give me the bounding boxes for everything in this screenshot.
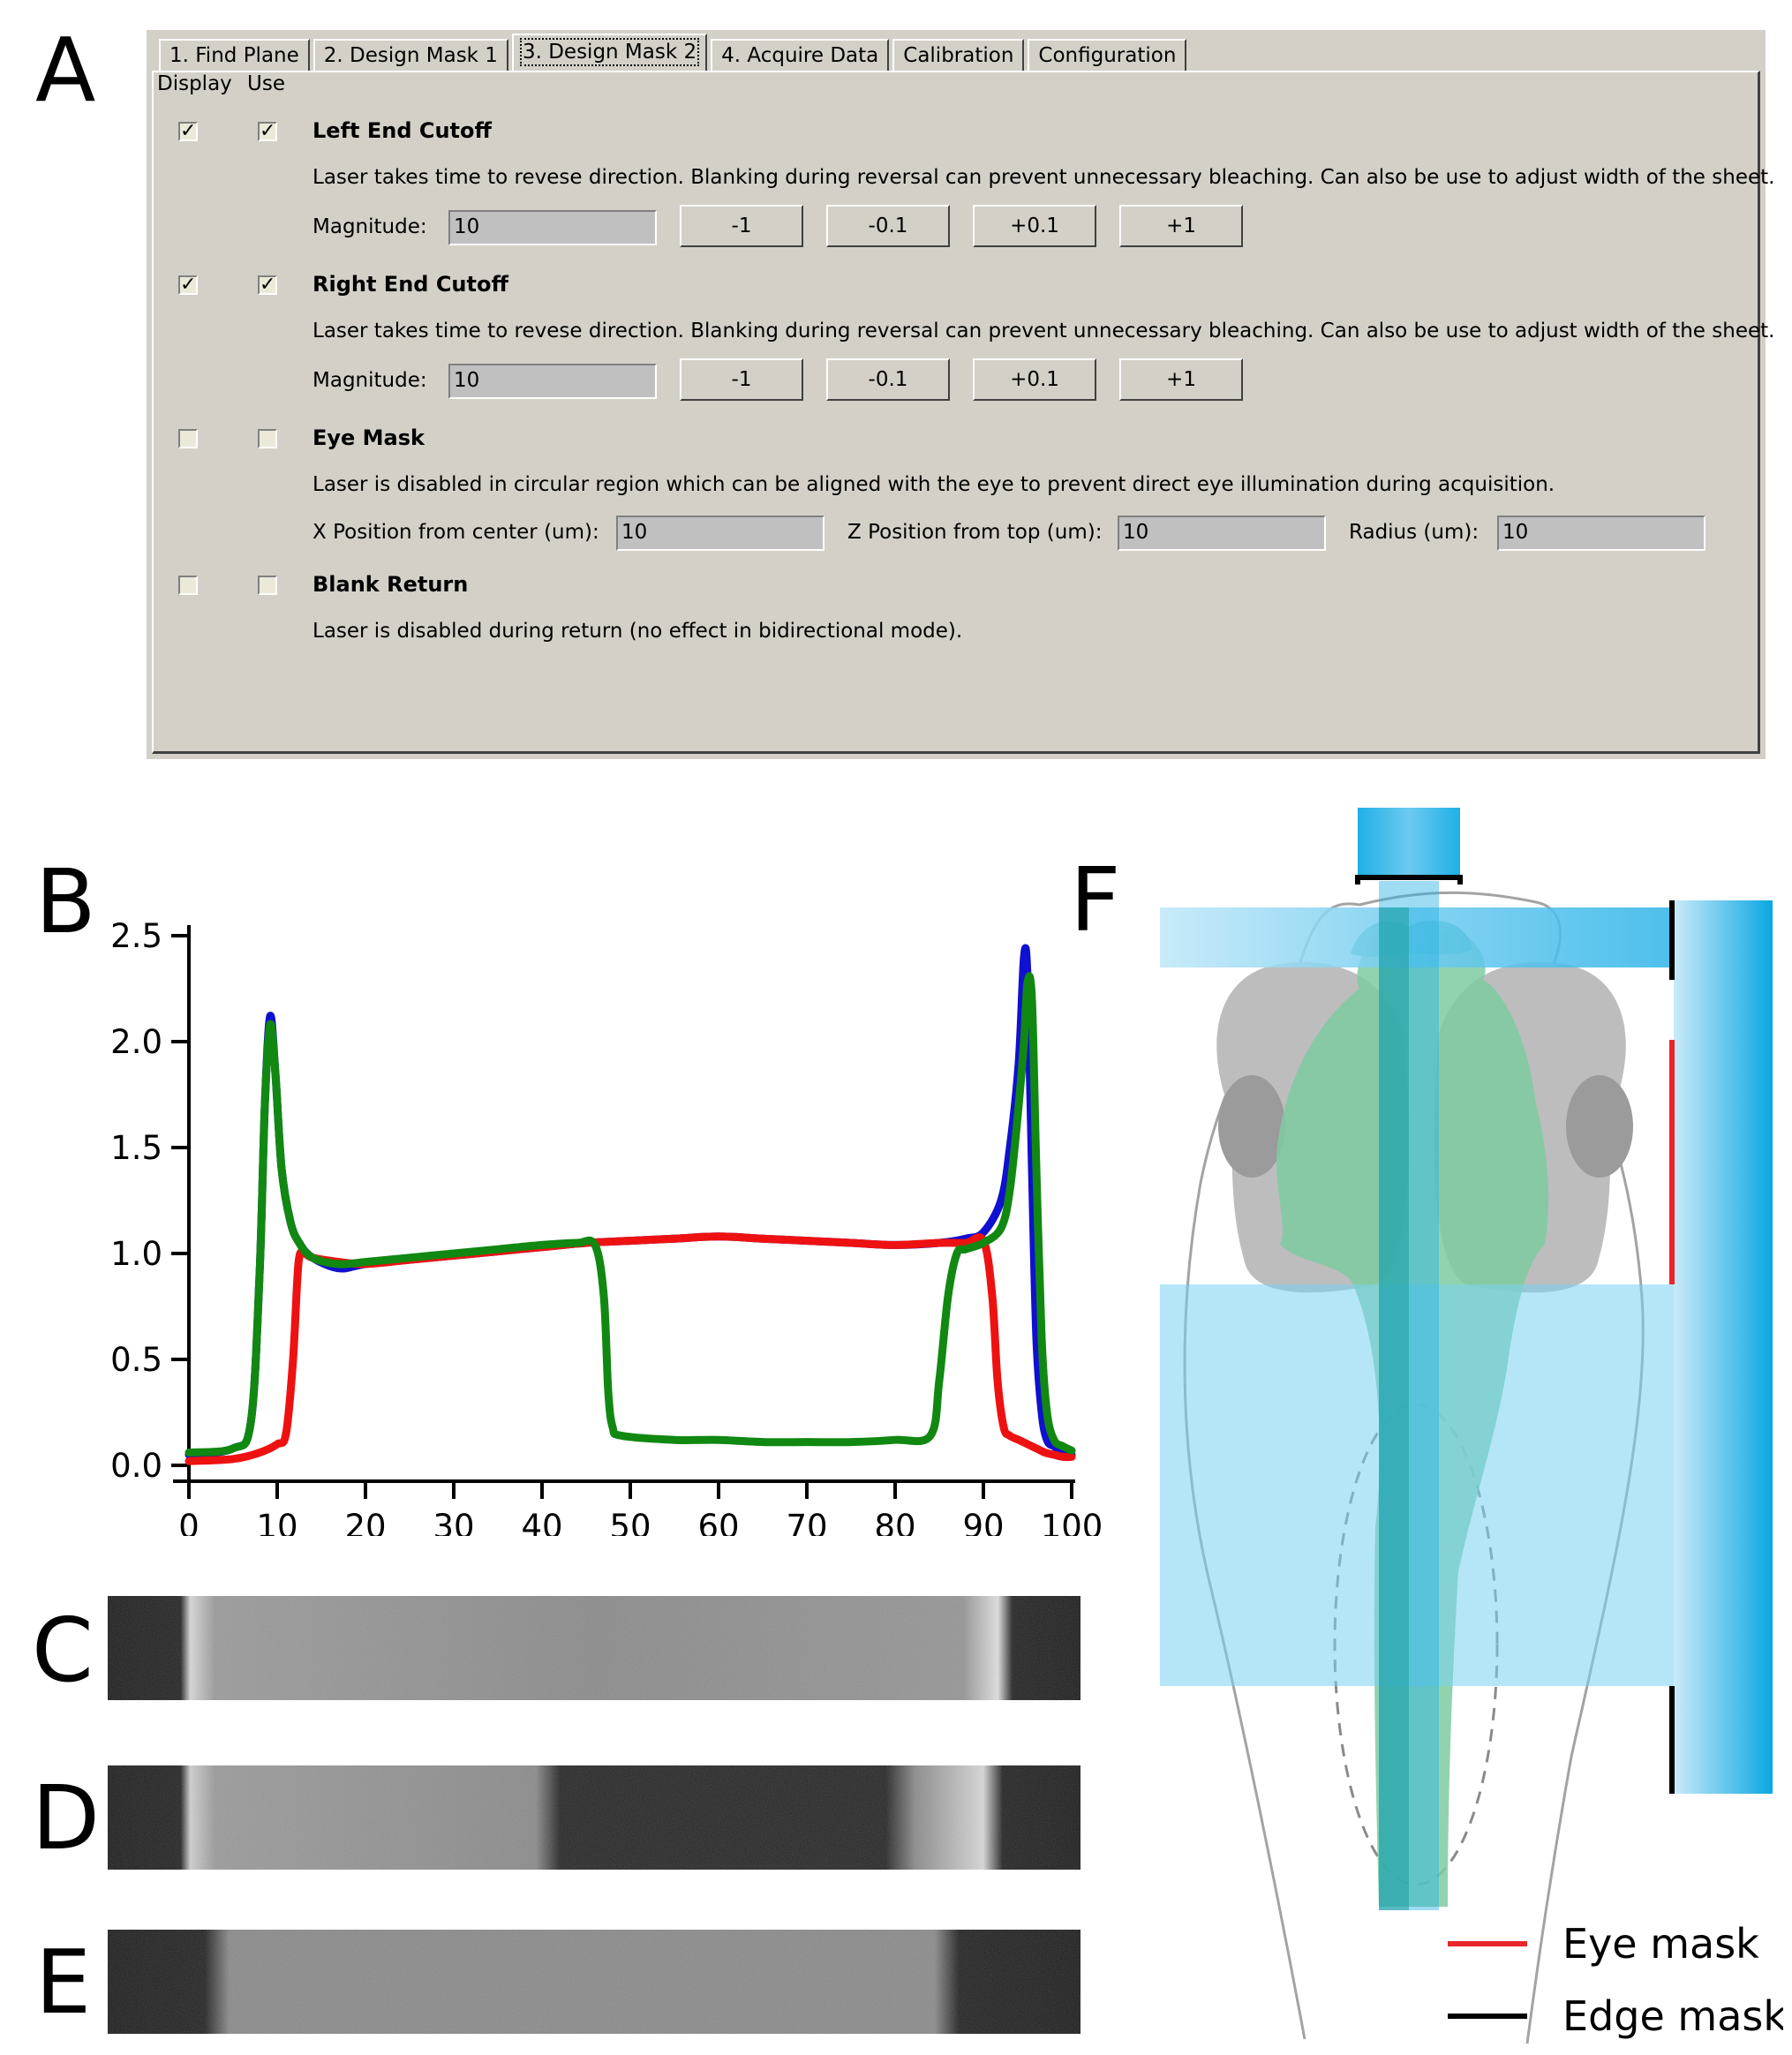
x-tick-label: 50 [609, 1508, 651, 1536]
display-column-header: Display [157, 72, 232, 95]
left-cutoff-description: Laser takes time to revese direction. Bl… [312, 166, 1775, 189]
legend-edge-mask-label: Edge mask [1562, 1992, 1783, 2040]
y-tick-label: 1.5 [110, 1129, 162, 1167]
illumination-image-e [108, 1930, 1080, 2034]
left-cutoff-use-checkbox[interactable]: ✓ [258, 120, 277, 142]
x-tick-label: 10 [256, 1508, 297, 1536]
top-edge-mask [1355, 875, 1463, 884]
left-cutoff-title: Left End Cutoff [312, 118, 492, 143]
eye-mask-x-label: X Position from center (um): [312, 521, 599, 544]
left-cutoff-display-checkbox[interactable]: ✓ [178, 120, 198, 142]
eye-mask-x-field[interactable]: 10 [616, 516, 824, 551]
series-line-3 [184, 972, 1076, 1457]
right-cutoff-magnitude-label: Magnitude: [312, 369, 427, 392]
x-tick-label: 30 [433, 1508, 474, 1536]
right-cutoff-plus-1-button[interactable]: +1 [1119, 358, 1243, 401]
eye-mask-radius-field[interactable]: 10 [1497, 516, 1705, 551]
right-cutoff-title: Right End Cutoff [312, 272, 508, 297]
chart-axes: 0.0 0.5 1.0 1.5 2.0 2.5 0 10 20 30 40 50 60 70 80 90 100 [110, 917, 1103, 1536]
right-cutoff-use-checkbox[interactable]: ✓ [258, 274, 277, 296]
mask-schematic: Eye mask Edge mask [1160, 808, 1783, 2044]
x-tick-label: 90 [962, 1508, 1004, 1536]
side-laser-source [1674, 900, 1773, 1794]
illumination-image-d [108, 1765, 1080, 1870]
panel-label-f: F [1070, 848, 1121, 952]
tab-calibration[interactable]: Calibration [892, 39, 1025, 71]
panel-label-a: A [35, 19, 96, 122]
legend-eye-mask-label: Eye mask [1562, 1920, 1759, 1968]
blank-return-use-checkbox[interactable] [258, 576, 277, 595]
left-cutoff-plus-1-button[interactable]: +1 [1119, 205, 1243, 247]
x-tick-label: 70 [786, 1508, 827, 1536]
x-tick-label: 80 [874, 1508, 915, 1536]
design-mask-window: 1. Find Plane 2. Design Mask 1 3. Design… [147, 30, 1774, 759]
y-tick-label: 1.0 [110, 1235, 162, 1273]
right-cutoff-minus-0.1-button[interactable]: -0.1 [826, 358, 950, 401]
eye-mask-display-checkbox[interactable] [178, 429, 198, 448]
top-beam-source [1358, 808, 1460, 878]
illumination-image-c [108, 1596, 1080, 1700]
illuminated-band [1160, 1284, 1677, 1686]
eye-mask-title: Eye Mask [312, 425, 425, 450]
tab-pane [152, 71, 1760, 754]
panel-label-e: E [35, 1931, 92, 2034]
edge-mask-band-top [1160, 907, 1677, 967]
panel-label-b: B [35, 850, 96, 953]
eye-mask-radius-label: Radius (um): [1349, 521, 1480, 544]
beam-overlap [1379, 907, 1409, 1910]
intensity-profile-chart: 0.0 0.5 1.0 1.5 2.0 2.5 0 10 20 30 40 50 60 70 80 90 100 [110, 917, 1103, 1536]
left-cutoff-plus-0.1-button[interactable]: +0.1 [973, 205, 1096, 247]
series-line-2 [184, 1232, 1076, 1465]
tab-design-mask-2[interactable]: 3. Design Mask 2 [511, 34, 708, 71]
y-tick-label: 2.5 [110, 917, 162, 955]
eye-mask-z-field[interactable]: 10 [1118, 516, 1326, 551]
x-tick-label: 60 [697, 1508, 739, 1536]
y-tick-label: 2.0 [110, 1023, 162, 1061]
eye-mask-z-label: Z Position from top (um): [847, 521, 1103, 544]
panel-label-d: D [32, 1766, 101, 1870]
right-cutoff-minus-1-button[interactable]: -1 [680, 358, 803, 401]
left-cutoff-magnitude-label: Magnitude: [312, 215, 427, 238]
tab-configuration[interactable]: Configuration [1028, 39, 1187, 71]
tab-strip: 1. Find Plane 2. Design Mask 1 3. Design… [159, 34, 1187, 71]
right-eye-icon [1566, 1075, 1633, 1178]
left-cutoff-minus-1-button[interactable]: -1 [680, 205, 803, 247]
right-cutoff-display-checkbox[interactable]: ✓ [178, 274, 198, 296]
eye-mask-use-checkbox[interactable] [258, 429, 277, 448]
right-cutoff-magnitude-field[interactable]: 10 [448, 364, 657, 399]
x-tick-label: 20 [344, 1508, 386, 1536]
blank-return-title: Blank Return [312, 572, 469, 597]
y-tick-label: 0.5 [110, 1341, 162, 1379]
tab-acquire-data[interactable]: 4. Acquire Data [711, 39, 890, 71]
x-tick-label: 40 [521, 1508, 562, 1536]
eye-mask-description: Laser is disabled in circular region whi… [312, 473, 1555, 496]
right-cutoff-plus-0.1-button[interactable]: +0.1 [973, 358, 1096, 401]
chart-series [184, 944, 1076, 1465]
left-eye-icon [1218, 1075, 1285, 1178]
blank-return-description: Laser is disabled during return (no effe… [312, 620, 963, 643]
y-tick-label: 0.0 [110, 1447, 162, 1485]
x-tick-label: 100 [1041, 1508, 1103, 1536]
use-column-header: Use [247, 72, 285, 95]
right-cutoff-description: Laser takes time to revese direction. Bl… [312, 320, 1775, 342]
blank-return-display-checkbox[interactable] [178, 576, 198, 595]
panel-label-c: C [32, 1599, 94, 1702]
tab-find-plane[interactable]: 1. Find Plane [159, 39, 310, 71]
tab-design-mask-1[interactable]: 2. Design Mask 1 [312, 39, 508, 71]
x-tick-label: 0 [178, 1508, 200, 1536]
left-cutoff-magnitude-field[interactable]: 10 [448, 210, 657, 245]
left-cutoff-minus-0.1-button[interactable]: -0.1 [826, 205, 950, 247]
